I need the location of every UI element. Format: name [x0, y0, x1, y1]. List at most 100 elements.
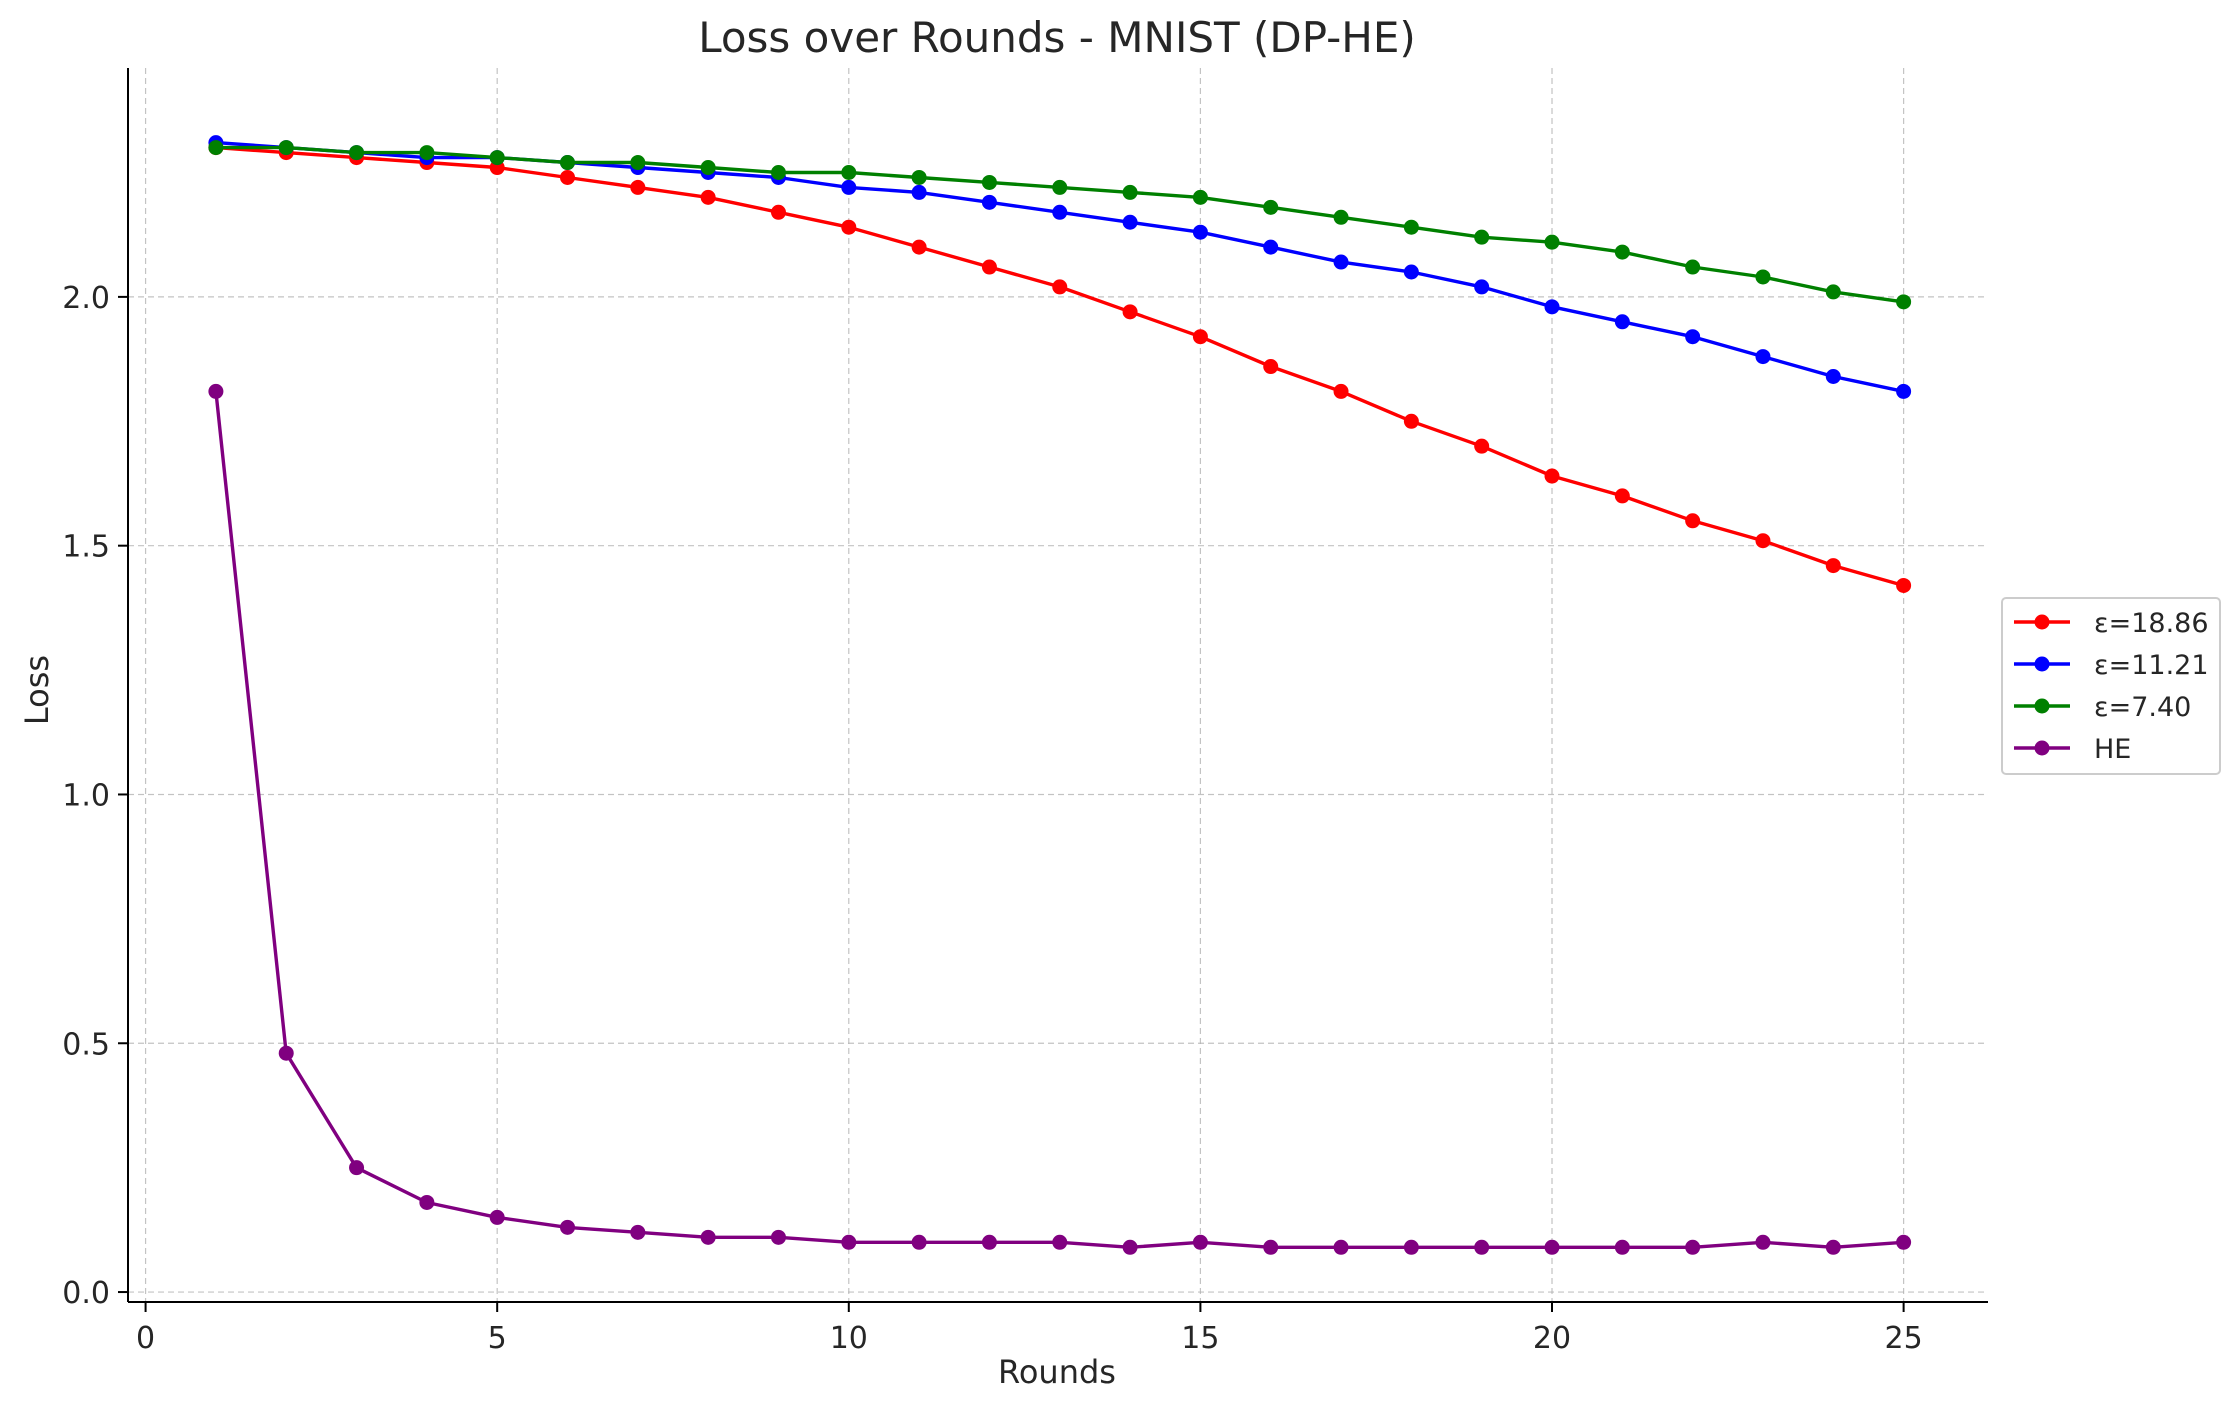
y-tick-label: 0.5	[62, 1027, 110, 1062]
x-ticks: 0 5 10 15 20 25	[136, 1302, 1923, 1356]
legend-marker	[2034, 656, 2050, 672]
data-point	[1474, 279, 1490, 295]
data-point	[1263, 359, 1279, 375]
legend-item: ε=7.40	[2014, 692, 2191, 723]
data-point	[911, 169, 927, 185]
data-point	[278, 140, 294, 156]
y-tick-label: 0.0	[62, 1276, 110, 1311]
data-point	[770, 164, 786, 180]
grid	[128, 68, 1988, 1302]
x-tick-label: 0	[136, 1321, 155, 1356]
data-point	[1825, 558, 1841, 574]
data-point	[1614, 1239, 1630, 1255]
legend-label: ε=18.86	[2094, 608, 2209, 639]
data-point	[1825, 284, 1841, 300]
data-point	[349, 145, 365, 161]
data-point	[1544, 234, 1560, 250]
data-point	[1403, 264, 1419, 280]
y-axis-label: Loss	[18, 655, 56, 725]
x-axis-label: Rounds	[998, 1353, 1116, 1391]
data-point	[560, 169, 576, 185]
data-point	[1052, 1234, 1068, 1250]
series-3	[208, 140, 1912, 310]
y-tick-label: 1.5	[62, 530, 110, 565]
data-point	[841, 1234, 857, 1250]
data-point	[841, 164, 857, 180]
x-tick-label: 5	[488, 1321, 507, 1356]
data-point	[1052, 179, 1068, 195]
data-point	[208, 140, 224, 156]
data-point	[419, 145, 435, 161]
data-point	[1403, 413, 1419, 429]
data-point	[1192, 189, 1208, 205]
y-tick-label: 2.0	[62, 281, 110, 316]
axes	[127, 68, 1988, 1303]
data-point	[1192, 224, 1208, 240]
legend-label: ε=11.21	[2094, 650, 2209, 681]
legend-label: ε=7.40	[2094, 692, 2191, 723]
data-point	[1474, 229, 1490, 245]
data-point	[1474, 1239, 1490, 1255]
series-4	[208, 383, 1912, 1255]
legend-marker	[2034, 614, 2050, 630]
legend-marker	[2034, 698, 2050, 714]
data-point	[981, 1234, 997, 1250]
y-tick-label: 1.0	[62, 778, 110, 813]
legend-label: HE	[2094, 734, 2131, 765]
data-point	[1122, 1239, 1138, 1255]
data-point	[630, 1224, 646, 1240]
data-point	[700, 1229, 716, 1245]
data-point	[630, 155, 646, 171]
data-point	[1474, 438, 1490, 454]
legend-frame	[2001, 597, 2221, 775]
data-point	[770, 204, 786, 220]
data-point	[1333, 209, 1349, 225]
data-point	[1685, 1239, 1701, 1255]
legend-item: HE	[2014, 734, 2131, 765]
data-point	[489, 150, 505, 166]
legend-item: ε=18.86	[2014, 608, 2209, 639]
data-point	[981, 259, 997, 275]
series-group	[208, 135, 1912, 1255]
data-point	[1403, 219, 1419, 235]
data-point	[1544, 468, 1560, 484]
data-point	[1825, 369, 1841, 384]
data-point	[1825, 1239, 1841, 1255]
data-point	[1896, 1234, 1912, 1250]
data-point	[911, 184, 927, 200]
data-point	[1544, 299, 1560, 315]
data-point	[1192, 1234, 1208, 1250]
data-point	[770, 1229, 786, 1245]
data-point	[560, 155, 576, 171]
data-point	[1755, 533, 1771, 549]
data-point	[278, 1045, 294, 1061]
data-point	[1755, 1234, 1771, 1250]
data-point	[349, 1160, 365, 1176]
x-tick-label: 10	[830, 1321, 868, 1356]
data-point	[1544, 1239, 1560, 1255]
data-point	[419, 1194, 435, 1210]
data-point	[1122, 304, 1138, 320]
data-point	[700, 189, 716, 205]
data-point	[1896, 577, 1912, 593]
data-point	[841, 219, 857, 235]
legend: ε=18.86 ε=11.21 ε=7.40 HE	[2001, 597, 2221, 775]
data-point	[1614, 244, 1630, 260]
data-point	[981, 194, 997, 210]
data-point	[1755, 269, 1771, 285]
data-point	[700, 160, 716, 176]
data-point	[1685, 259, 1701, 275]
data-point	[208, 383, 224, 399]
chart-title: Loss over Rounds - MNIST (DP-HE)	[698, 13, 1416, 62]
x-tick-label: 20	[1533, 1321, 1571, 1356]
data-point	[981, 174, 997, 190]
data-point	[1896, 383, 1912, 399]
data-point	[630, 179, 646, 195]
data-point	[1122, 214, 1138, 230]
data-point	[1122, 184, 1138, 200]
legend-item: ε=11.21	[2014, 650, 2209, 681]
data-point	[1052, 279, 1068, 295]
data-point	[1614, 488, 1630, 504]
